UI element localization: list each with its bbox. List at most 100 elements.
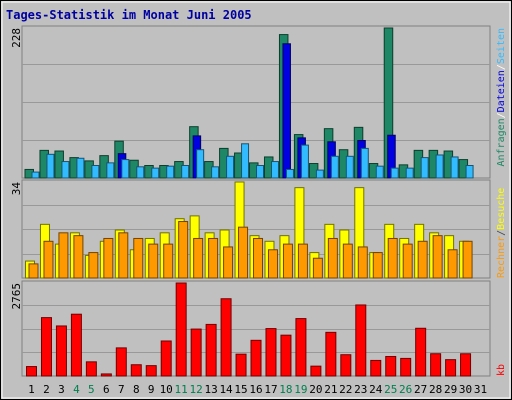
bar-traffic-kb-day-1 xyxy=(26,366,37,377)
bar-traffic-kb-day-14 xyxy=(220,298,232,377)
legend-entry: Besuche xyxy=(496,188,507,230)
bar-visits-rechner-day-15 xyxy=(238,226,249,279)
bar-requests-seiten-day-14 xyxy=(226,155,235,179)
bar-visits-rechner-day-4 xyxy=(73,235,84,279)
x-tick-label: 19 xyxy=(294,383,307,396)
bar-traffic-kb-day-11 xyxy=(175,282,187,377)
bar-traffic-kb-day-9 xyxy=(145,365,157,377)
x-tick-label: 16 xyxy=(249,383,262,396)
bar-traffic-kb-day-27 xyxy=(415,327,427,377)
bar-requests-seiten-day-11 xyxy=(181,165,190,179)
bar-requests-seiten-day-16 xyxy=(256,165,265,179)
bar-traffic-kb-day-30 xyxy=(460,353,472,377)
x-tick-label: 17 xyxy=(264,383,277,396)
x-tick-label: 6 xyxy=(103,383,110,396)
x-tick-label: 2 xyxy=(43,383,50,396)
bar-visits-rechner-day-22 xyxy=(342,243,353,279)
x-tick-label: 9 xyxy=(148,383,155,396)
legend-entry: Dateien xyxy=(496,70,507,112)
x-tick-label: 27 xyxy=(414,383,427,396)
bar-visits-rechner-day-19 xyxy=(297,243,308,279)
bar-requests-seiten-day-3 xyxy=(61,161,70,179)
x-tick-label: 8 xyxy=(133,383,140,396)
bar-visits-rechner-day-10 xyxy=(163,243,174,279)
bar-requests-seiten-day-20 xyxy=(315,169,324,179)
x-tick-label: 7 xyxy=(118,383,125,396)
bar-traffic-kb-day-8 xyxy=(130,364,142,377)
bar-visits-rechner-day-28 xyxy=(432,235,443,279)
bar-requests-seiten-day-30 xyxy=(465,165,474,179)
bar-traffic-kb-day-4 xyxy=(70,313,82,377)
bar-traffic-kb-day-16 xyxy=(250,339,262,377)
x-tick-label: 11 xyxy=(175,383,188,396)
x-tick-label: 5 xyxy=(88,383,95,396)
bar-requests-seiten-day-18 xyxy=(285,168,294,179)
legend-entry: kb xyxy=(496,364,507,376)
bar-requests-seiten-day-15 xyxy=(241,143,250,179)
bar-visits-rechner-day-7 xyxy=(118,232,129,279)
bar-traffic-kb-day-20 xyxy=(310,365,322,377)
bar-traffic-kb-day-25 xyxy=(385,355,397,377)
bar-traffic-kb-day-21 xyxy=(325,331,337,377)
y-axis-max-label-visits: 34 xyxy=(10,182,23,196)
x-tick-label: 31 xyxy=(474,383,487,396)
x-tick-label: 21 xyxy=(324,383,337,396)
bar-traffic-kb-day-12 xyxy=(190,328,202,377)
bar-requests-seiten-day-10 xyxy=(166,165,175,179)
bar-requests-seiten-day-19 xyxy=(300,144,309,179)
bar-traffic-kb-day-15 xyxy=(235,353,247,377)
bar-visits-rechner-day-20 xyxy=(312,257,323,279)
bar-visits-rechner-day-25 xyxy=(387,237,398,279)
bar-requests-seiten-day-5 xyxy=(91,165,100,179)
bar-requests-seiten-day-9 xyxy=(151,167,160,179)
bar-traffic-kb-day-10 xyxy=(160,340,172,377)
bar-requests-dateien-day-18 xyxy=(282,43,291,179)
bar-visits-rechner-day-3 xyxy=(58,232,69,279)
bar-visits-rechner-day-13 xyxy=(208,237,219,279)
bar-requests-seiten-day-2 xyxy=(46,153,55,179)
bar-visits-rechner-day-27 xyxy=(417,240,428,279)
legend-entry: / xyxy=(496,64,507,70)
bar-visits-rechner-day-23 xyxy=(357,246,368,279)
bar-requests-seiten-day-24 xyxy=(375,165,384,179)
x-tick-label: 12 xyxy=(190,383,203,396)
bar-traffic-kb-day-24 xyxy=(370,359,382,377)
x-axis-day-labels: 1 2 3 4 5 6 7 8 9 10 11 12 13 14 15 16 17 18 19 20 21 22 23 24 2… xyxy=(28,383,487,396)
bar-visits-rechner-day-26 xyxy=(402,243,413,279)
bar-visits-rechner-day-21 xyxy=(327,237,338,279)
bar-traffic-kb-day-18 xyxy=(280,334,292,377)
bar-requests-seiten-day-7 xyxy=(121,159,130,179)
bar-requests-seiten-day-22 xyxy=(345,155,354,179)
bar-requests-seiten-day-27 xyxy=(420,157,429,179)
x-tick-label: 23 xyxy=(354,383,367,396)
bar-requests-seiten-day-13 xyxy=(211,166,220,179)
bar-requests-seiten-day-23 xyxy=(360,147,369,179)
bar-requests-seiten-day-26 xyxy=(405,167,414,179)
bar-traffic-kb-day-29 xyxy=(445,359,457,377)
bar-visits-rechner-day-1 xyxy=(28,263,39,279)
x-tick-label: 20 xyxy=(309,383,322,396)
bar-traffic-kb-day-19 xyxy=(295,318,307,377)
bar-visits-rechner-day-2 xyxy=(43,240,54,279)
legend-entry: Rechner xyxy=(496,236,507,278)
x-tick-label: 1 xyxy=(28,383,35,396)
bar-visits-rechner-day-8 xyxy=(133,237,144,279)
bar-requests-seiten-day-29 xyxy=(450,156,459,179)
x-tick-label: 13 xyxy=(204,383,217,396)
legend-visits: Rechner/Besuche xyxy=(496,188,507,278)
x-tick-label: 28 xyxy=(429,383,442,396)
bar-visits-rechner-day-30 xyxy=(462,240,473,279)
x-tick-label: 24 xyxy=(369,383,383,396)
x-tick-label: 22 xyxy=(339,383,352,396)
bar-requests-seiten-day-8 xyxy=(136,166,145,179)
bar-visits-rechner-day-18 xyxy=(282,243,293,279)
x-tick-label: 29 xyxy=(444,383,457,396)
legend-entry: Anfragen xyxy=(496,118,507,166)
bar-requests-seiten-day-1 xyxy=(31,171,40,179)
bar-traffic-kb-day-13 xyxy=(205,323,217,377)
bar-requests-seiten-day-12 xyxy=(196,149,205,179)
x-tick-label: 26 xyxy=(399,383,412,396)
legend-entry: Seiten xyxy=(496,28,507,64)
